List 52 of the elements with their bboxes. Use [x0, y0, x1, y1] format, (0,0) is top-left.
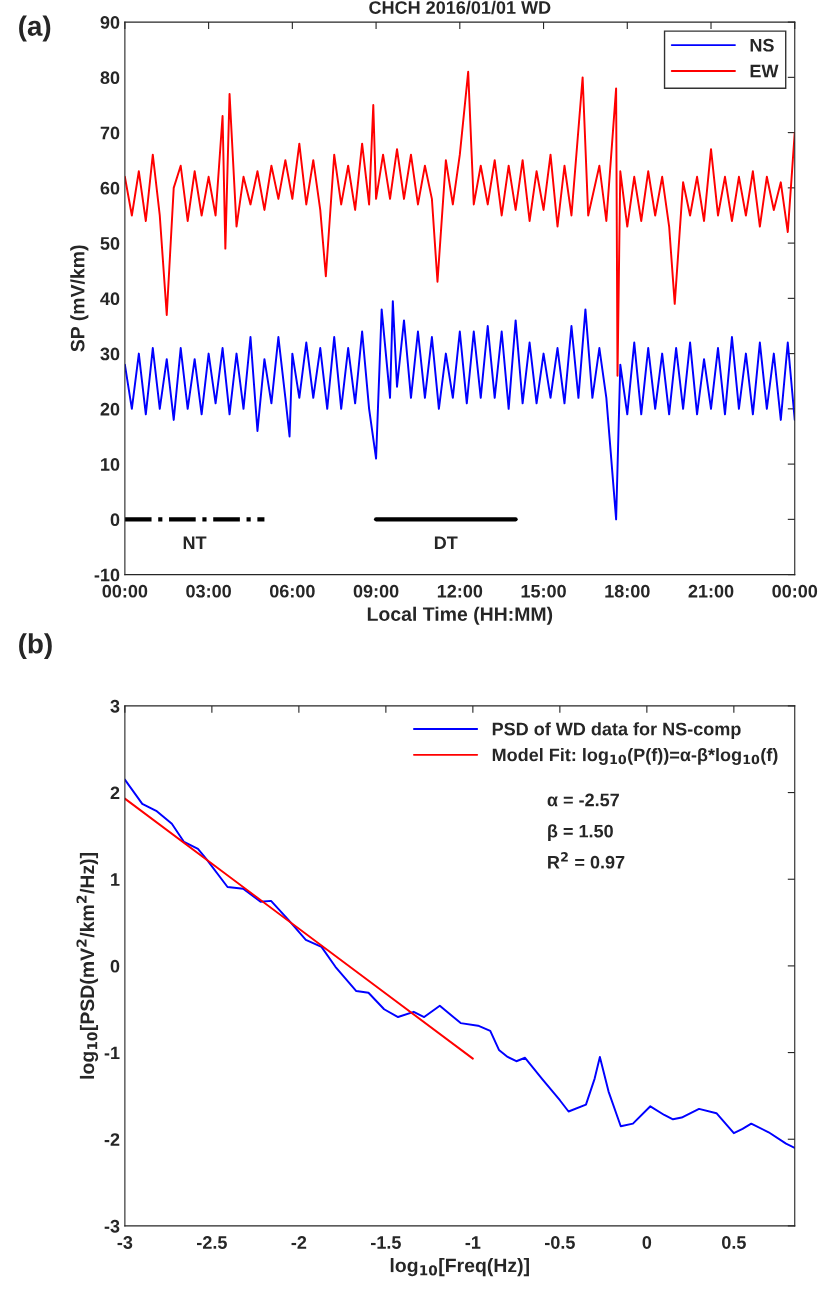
- annotation: α = -2.57: [547, 793, 619, 807]
- x-tick-label: 03:00: [186, 584, 231, 598]
- y-tick-label: -2: [104, 1133, 120, 1146]
- x-axis-title: log$_{10}$[Freq(Hz)]: [390, 1258, 529, 1277]
- legend-label: NS: [750, 38, 774, 52]
- line-series: [124, 300, 795, 521]
- x-tick-label: 06:00: [269, 584, 315, 598]
- x-axis-title: Local Time (HH:MM): [367, 606, 553, 625]
- x-tick-label: 0: [642, 1236, 652, 1249]
- x-tick-label: 00:00: [102, 584, 148, 598]
- y-tick-label: 0: [110, 959, 120, 973]
- x-tick-label: 18:00: [605, 584, 650, 598]
- y-tick-label: 50: [100, 237, 120, 250]
- annotation: R$^{2}$ = 0.97: [548, 852, 625, 869]
- x-tick-label: 09:00: [353, 584, 399, 598]
- y-axis-title: SP (mV/km): [70, 245, 89, 352]
- x-tick-label: -1: [465, 1236, 481, 1249]
- chart-title: CHCH 2016/01/01 WD: [369, 0, 551, 15]
- y-tick-label: 3: [110, 699, 120, 713]
- annotation: NT: [183, 536, 207, 550]
- legend-label: PSD of WD data for NS-comp: [492, 722, 741, 739]
- y-tick-label: 80: [100, 71, 120, 85]
- x-tick-label: 21:00: [688, 584, 734, 598]
- x-tick-label: 15:00: [521, 584, 566, 598]
- y-tick-label: 0: [110, 513, 120, 527]
- legend-label: EW: [750, 64, 779, 78]
- x-tick-label: -2: [291, 1236, 307, 1249]
- y-tick-label: 10: [101, 458, 120, 471]
- y-tick-label: 1: [111, 873, 120, 886]
- text: (a): [19, 15, 51, 42]
- x-tick-label: -1.5: [371, 1236, 401, 1249]
- y-tick-label: -3: [104, 1219, 120, 1233]
- y-tick-label: 40: [100, 292, 120, 306]
- text: (b): [19, 633, 52, 660]
- x-tick-label: -2.5: [197, 1236, 227, 1249]
- y-tick-label: 70: [100, 126, 120, 140]
- legend-label: Model Fit: log$_{10}$(P(f))=α-β*log$_{10}$(f): [492, 748, 778, 765]
- x-tick-label: -0.5: [545, 1236, 575, 1249]
- y-tick-label: -10: [94, 568, 120, 582]
- x-tick-label: 00:00: [772, 584, 818, 598]
- y-tick-label: 20: [100, 402, 120, 416]
- annotation: β = 1.50: [548, 824, 613, 842]
- x-tick-label: 12:00: [437, 584, 483, 598]
- annotation: DT: [434, 536, 458, 550]
- y-tick-label: 30: [100, 347, 120, 361]
- y-axis-title: log$_{10}$[PSD(mV$^{2}$/km$^{2}$/Hz)]: [76, 853, 99, 1079]
- y-tick-label: 60: [100, 181, 120, 195]
- x-tick-label: 0.5: [722, 1236, 746, 1249]
- y-tick-label: 2: [110, 786, 120, 800]
- y-tick-label: 90: [100, 16, 120, 29]
- y-tick-label: -1: [104, 1046, 120, 1060]
- line-series: [124, 778, 795, 1149]
